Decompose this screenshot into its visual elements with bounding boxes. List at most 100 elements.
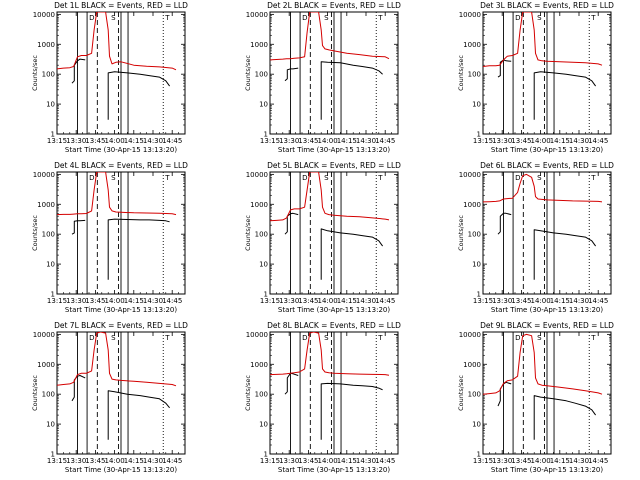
y-tick-label: 1 — [51, 291, 55, 299]
x-axis-label: Start Time (30-Apr-15 13:13:20) — [491, 146, 603, 154]
panel-1: Det 1L BLACK = Events, RED = LLD 1 10 100 10… — [31, 1, 188, 154]
x-tick-label: 13:45 — [298, 457, 318, 465]
x-tick-label: 14:45 — [588, 297, 608, 305]
x-axis-label: Start Time (30-Apr-15 13:13:20) — [491, 466, 603, 474]
y-tick-label: 10000 — [246, 331, 268, 339]
y-tick-label: 1 — [264, 291, 268, 299]
marker-label: D — [302, 14, 307, 22]
x-tick-label: 14:15 — [550, 137, 570, 145]
lld-series-line — [270, 12, 390, 61]
x-tick-label: 14:00 — [105, 297, 125, 305]
y-tick-label: 10 — [46, 101, 55, 109]
x-tick-label: 13:45 — [85, 137, 105, 145]
y-tick-label: 10000 — [33, 11, 55, 19]
panel-title: Det 4L BLACK = Events, RED = LLD — [54, 161, 188, 170]
x-tick-label: 14:45 — [162, 137, 182, 145]
marker-label: S — [537, 334, 542, 342]
events-series-line — [497, 212, 512, 235]
marker-label: S — [537, 174, 542, 182]
marker-label: T — [377, 14, 383, 22]
x-tick-label: 13:30 — [66, 137, 86, 145]
marker-label: T — [164, 14, 170, 22]
x-axis-label: Start Time (30-Apr-15 13:13:20) — [491, 306, 603, 314]
y-tick-label: 10000 — [33, 331, 55, 339]
marker-lines — [270, 172, 390, 294]
x-tick-label: 13:30 — [492, 457, 512, 465]
marker-label: S — [111, 174, 116, 182]
x-tick-label: 13:15 — [473, 137, 493, 145]
lld-series-line — [270, 332, 390, 376]
x-tick-label: 14:45 — [588, 457, 608, 465]
x-axis-label: Start Time (30-Apr-15 13:13:20) — [65, 146, 177, 154]
x-tick-label: 13:45 — [85, 297, 105, 305]
panel-title: Det 6L BLACK = Events, RED = LLD — [480, 161, 614, 170]
y-axis-label: Counts/sec — [31, 55, 39, 91]
y-axis-label: Counts/sec — [244, 375, 252, 411]
y-tick-label: 100 — [468, 231, 481, 239]
x-tick-label: 14:15 — [337, 457, 357, 465]
events-series-line — [497, 381, 512, 407]
y-tick-label: 10 — [259, 101, 268, 109]
marker-label: T — [164, 174, 170, 182]
x-tick-label: 14:45 — [375, 457, 395, 465]
panel-title: Det 5L BLACK = Events, RED = LLD — [267, 161, 401, 170]
events-series-line — [71, 219, 86, 235]
marker-label: S — [324, 174, 329, 182]
events-series-line — [533, 395, 597, 440]
marker-label: T — [590, 174, 596, 182]
lld-series-line — [57, 172, 177, 216]
y-tick-label: 10000 — [33, 171, 55, 179]
marker-label: S — [537, 14, 542, 22]
x-tick-label: 13:15 — [47, 457, 67, 465]
x-tick-label: 14:15 — [550, 457, 570, 465]
y-tick-label: 1000 — [37, 361, 55, 369]
x-tick-label: 13:15 — [260, 297, 280, 305]
x-tick-label: 14:15 — [124, 457, 144, 465]
x-tick-label: 13:15 — [473, 297, 493, 305]
y-tick-label: 1000 — [37, 41, 55, 49]
x-tick-label: 13:45 — [298, 137, 318, 145]
x-tick-label: 13:30 — [492, 137, 512, 145]
events-series-line — [533, 229, 597, 280]
y-axis-label: Counts/sec — [457, 215, 465, 251]
x-tick-label: 13:15 — [260, 137, 280, 145]
x-tick-label: 13:45 — [511, 297, 531, 305]
x-tick-label: 14:00 — [531, 137, 551, 145]
panel-7: Det 7L BLACK = Events, RED = LLD 1 10 100 10… — [31, 321, 188, 474]
x-tick-label: 13:45 — [511, 457, 531, 465]
x-tick-label: 13:45 — [511, 137, 531, 145]
y-axis-label: Counts/sec — [244, 215, 252, 251]
y-tick-label: 10 — [259, 421, 268, 429]
x-axis-label: Start Time (30-Apr-15 13:13:20) — [278, 466, 390, 474]
x-axis-label: Start Time (30-Apr-15 13:13:20) — [278, 306, 390, 314]
y-axis-label: Counts/sec — [31, 375, 39, 411]
y-axis-label: Counts/sec — [31, 215, 39, 251]
x-tick-label: 14:30 — [569, 297, 589, 305]
lld-series-line — [270, 172, 390, 222]
y-tick-label: 10000 — [459, 11, 481, 19]
y-tick-label: 100 — [255, 71, 268, 79]
x-tick-label: 13:30 — [279, 457, 299, 465]
y-tick-label: 10 — [46, 261, 55, 269]
x-tick-label: 14:00 — [318, 137, 338, 145]
marker-label: T — [590, 14, 596, 22]
marker-label: S — [324, 334, 329, 342]
events-series-line — [107, 218, 170, 280]
x-tick-label: 14:45 — [588, 137, 608, 145]
x-tick-label: 14:45 — [375, 297, 395, 305]
events-series-line — [497, 59, 512, 78]
marker-lines — [57, 332, 177, 454]
marker-label: T — [377, 334, 383, 342]
marker-lines — [57, 12, 177, 134]
y-tick-label: 100 — [255, 231, 268, 239]
x-tick-label: 14:45 — [375, 137, 395, 145]
x-tick-label: 13:15 — [47, 137, 67, 145]
y-tick-label: 1 — [477, 291, 481, 299]
x-tick-label: 14:00 — [105, 137, 125, 145]
marker-label: S — [111, 14, 116, 22]
events-series-line — [71, 58, 86, 84]
x-tick-label: 14:30 — [356, 457, 376, 465]
x-tick-label: 13:45 — [298, 297, 318, 305]
x-tick-label: 14:45 — [162, 457, 182, 465]
events-series-line — [320, 382, 383, 440]
